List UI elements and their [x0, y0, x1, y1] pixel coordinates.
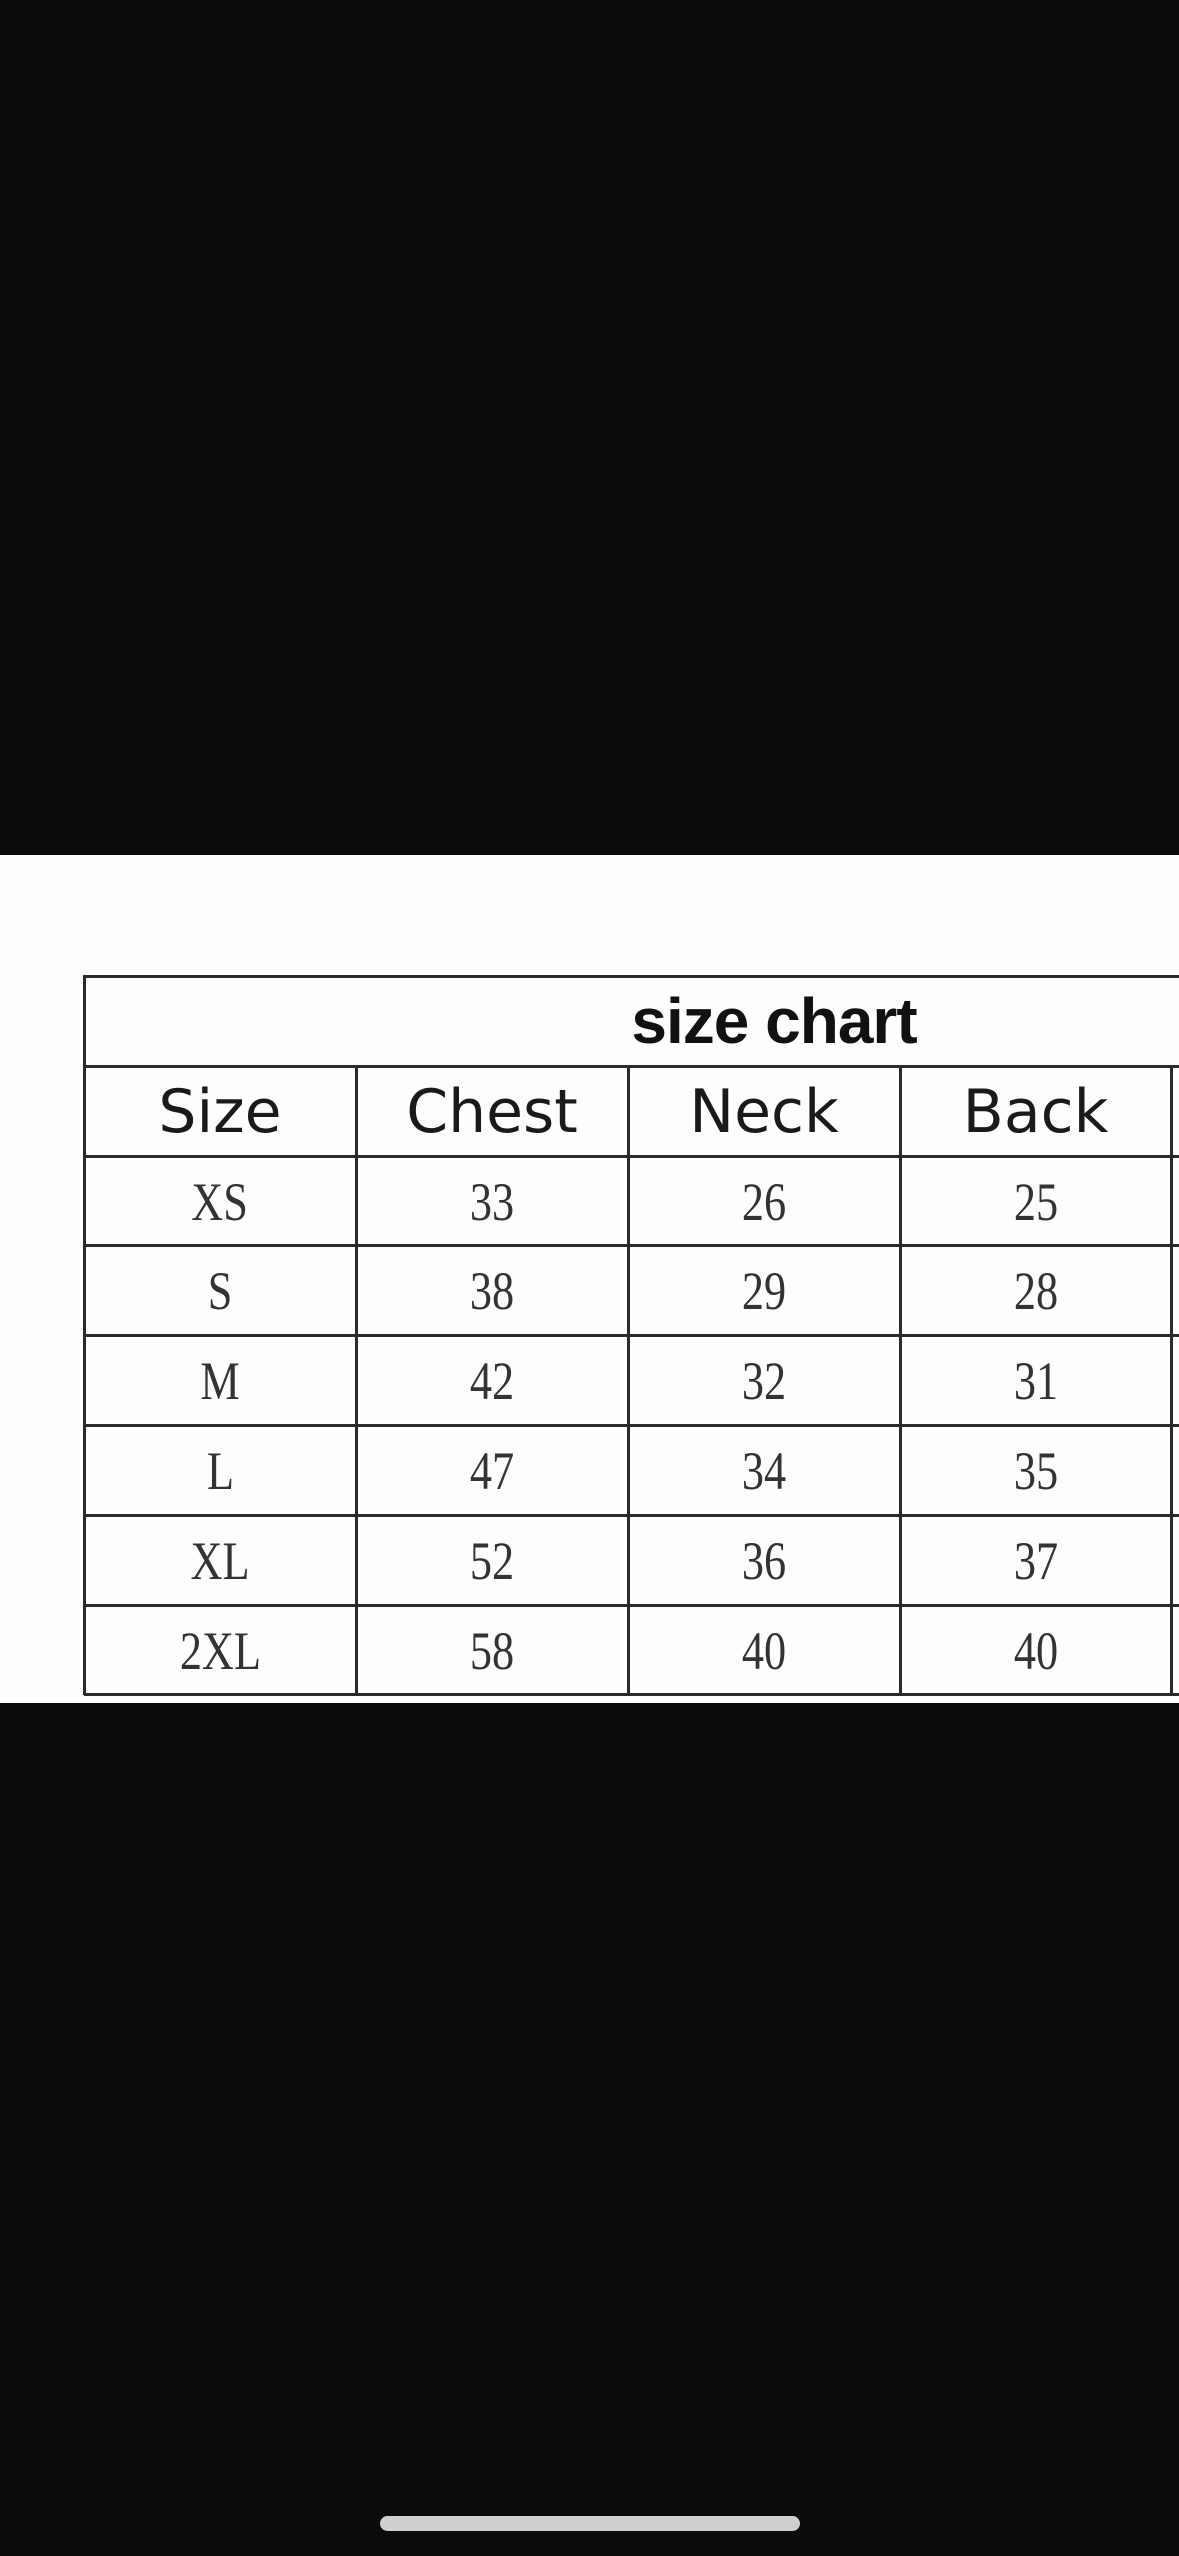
table-cell: 29: [628, 1245, 900, 1335]
table-column-divider: [899, 1065, 902, 1695]
table-column-divider: [355, 1065, 358, 1695]
table-row-divider: [84, 1514, 1179, 1517]
size-chart-image: size chart Size Chest Neck Back XS 33 26 25 S 38 2…: [0, 855, 1179, 1703]
table-cell: 47: [356, 1425, 628, 1515]
cell-text: 42: [469, 1351, 515, 1411]
table-cell: 40: [628, 1605, 900, 1695]
table-row-divider: [84, 1334, 1179, 1337]
cell-text: 40: [1013, 1621, 1058, 1681]
cell-text: L: [206, 1441, 234, 1501]
cell-text: 38: [469, 1261, 515, 1321]
table-cell: 34: [628, 1425, 900, 1515]
cell-text: M: [200, 1351, 240, 1411]
cell-text: 31: [1013, 1351, 1058, 1411]
home-indicator[interactable]: [380, 2516, 800, 2531]
cell-text: 40: [741, 1621, 787, 1681]
table-cell: 32: [628, 1335, 900, 1425]
column-header: Back: [962, 1077, 1109, 1147]
table-cell: 38: [356, 1245, 628, 1335]
table-cell: M: [84, 1335, 356, 1425]
table-cell: 26: [628, 1156, 900, 1246]
column-header: Size: [158, 1077, 282, 1147]
table-cell: 42: [356, 1335, 628, 1425]
table-cell: 28: [900, 1245, 1171, 1335]
table-cell: S: [84, 1245, 356, 1335]
table-cell: 36: [628, 1515, 900, 1605]
cell-text: 28: [1013, 1261, 1058, 1321]
table-cell: 2XL: [84, 1605, 356, 1695]
table-row-divider: [84, 975, 1179, 978]
table-cell: 31: [900, 1335, 1171, 1425]
table-row-divider: [84, 1424, 1179, 1427]
cell-text: XL: [190, 1531, 250, 1591]
cell-text: 25: [1013, 1172, 1058, 1232]
cell-text: 52: [469, 1531, 515, 1591]
table-cell: 35: [900, 1425, 1171, 1515]
table-cell: XL: [84, 1515, 356, 1605]
table-cell: XS: [84, 1156, 356, 1246]
cell-text: 58: [469, 1621, 515, 1681]
size-chart-table: size chart Size Chest Neck Back XS 33 26 25 S 38 2…: [83, 975, 1179, 1696]
cell-text: 35: [1013, 1441, 1058, 1501]
cell-text: 29: [741, 1261, 787, 1321]
column-header: Chest: [406, 1077, 578, 1147]
table-title: size chart: [631, 985, 917, 1057]
table-row-divider: [84, 1604, 1179, 1607]
cell-text: 32: [741, 1351, 787, 1411]
cell-text: 36: [741, 1531, 787, 1591]
table-column-divider: [83, 975, 86, 1695]
table-column-divider: [627, 1065, 630, 1695]
table-cell: 33: [356, 1156, 628, 1246]
cell-text: 47: [469, 1441, 515, 1501]
table-row-divider: [84, 1244, 1179, 1247]
cell-text: 26: [741, 1172, 787, 1232]
table-row-divider: [84, 1155, 1179, 1158]
column-header: Neck: [689, 1077, 839, 1147]
table-cell: L: [84, 1425, 356, 1515]
table-row-divider: [84, 1065, 1179, 1068]
cell-text: 34: [741, 1441, 787, 1501]
cell-text: 33: [469, 1172, 515, 1232]
table-cell: 58: [356, 1605, 628, 1695]
table-row-divider: [84, 1693, 1179, 1696]
table-column-divider: [1170, 1065, 1173, 1695]
cell-text: XS: [191, 1172, 249, 1232]
cell-text: 37: [1013, 1531, 1058, 1591]
table-cell: 37: [900, 1515, 1171, 1605]
cell-text: 2XL: [179, 1621, 261, 1681]
table-cell: 52: [356, 1515, 628, 1605]
table-cell: 25: [900, 1156, 1171, 1246]
cell-text: S: [207, 1261, 233, 1321]
table-cell: 40: [900, 1605, 1171, 1695]
